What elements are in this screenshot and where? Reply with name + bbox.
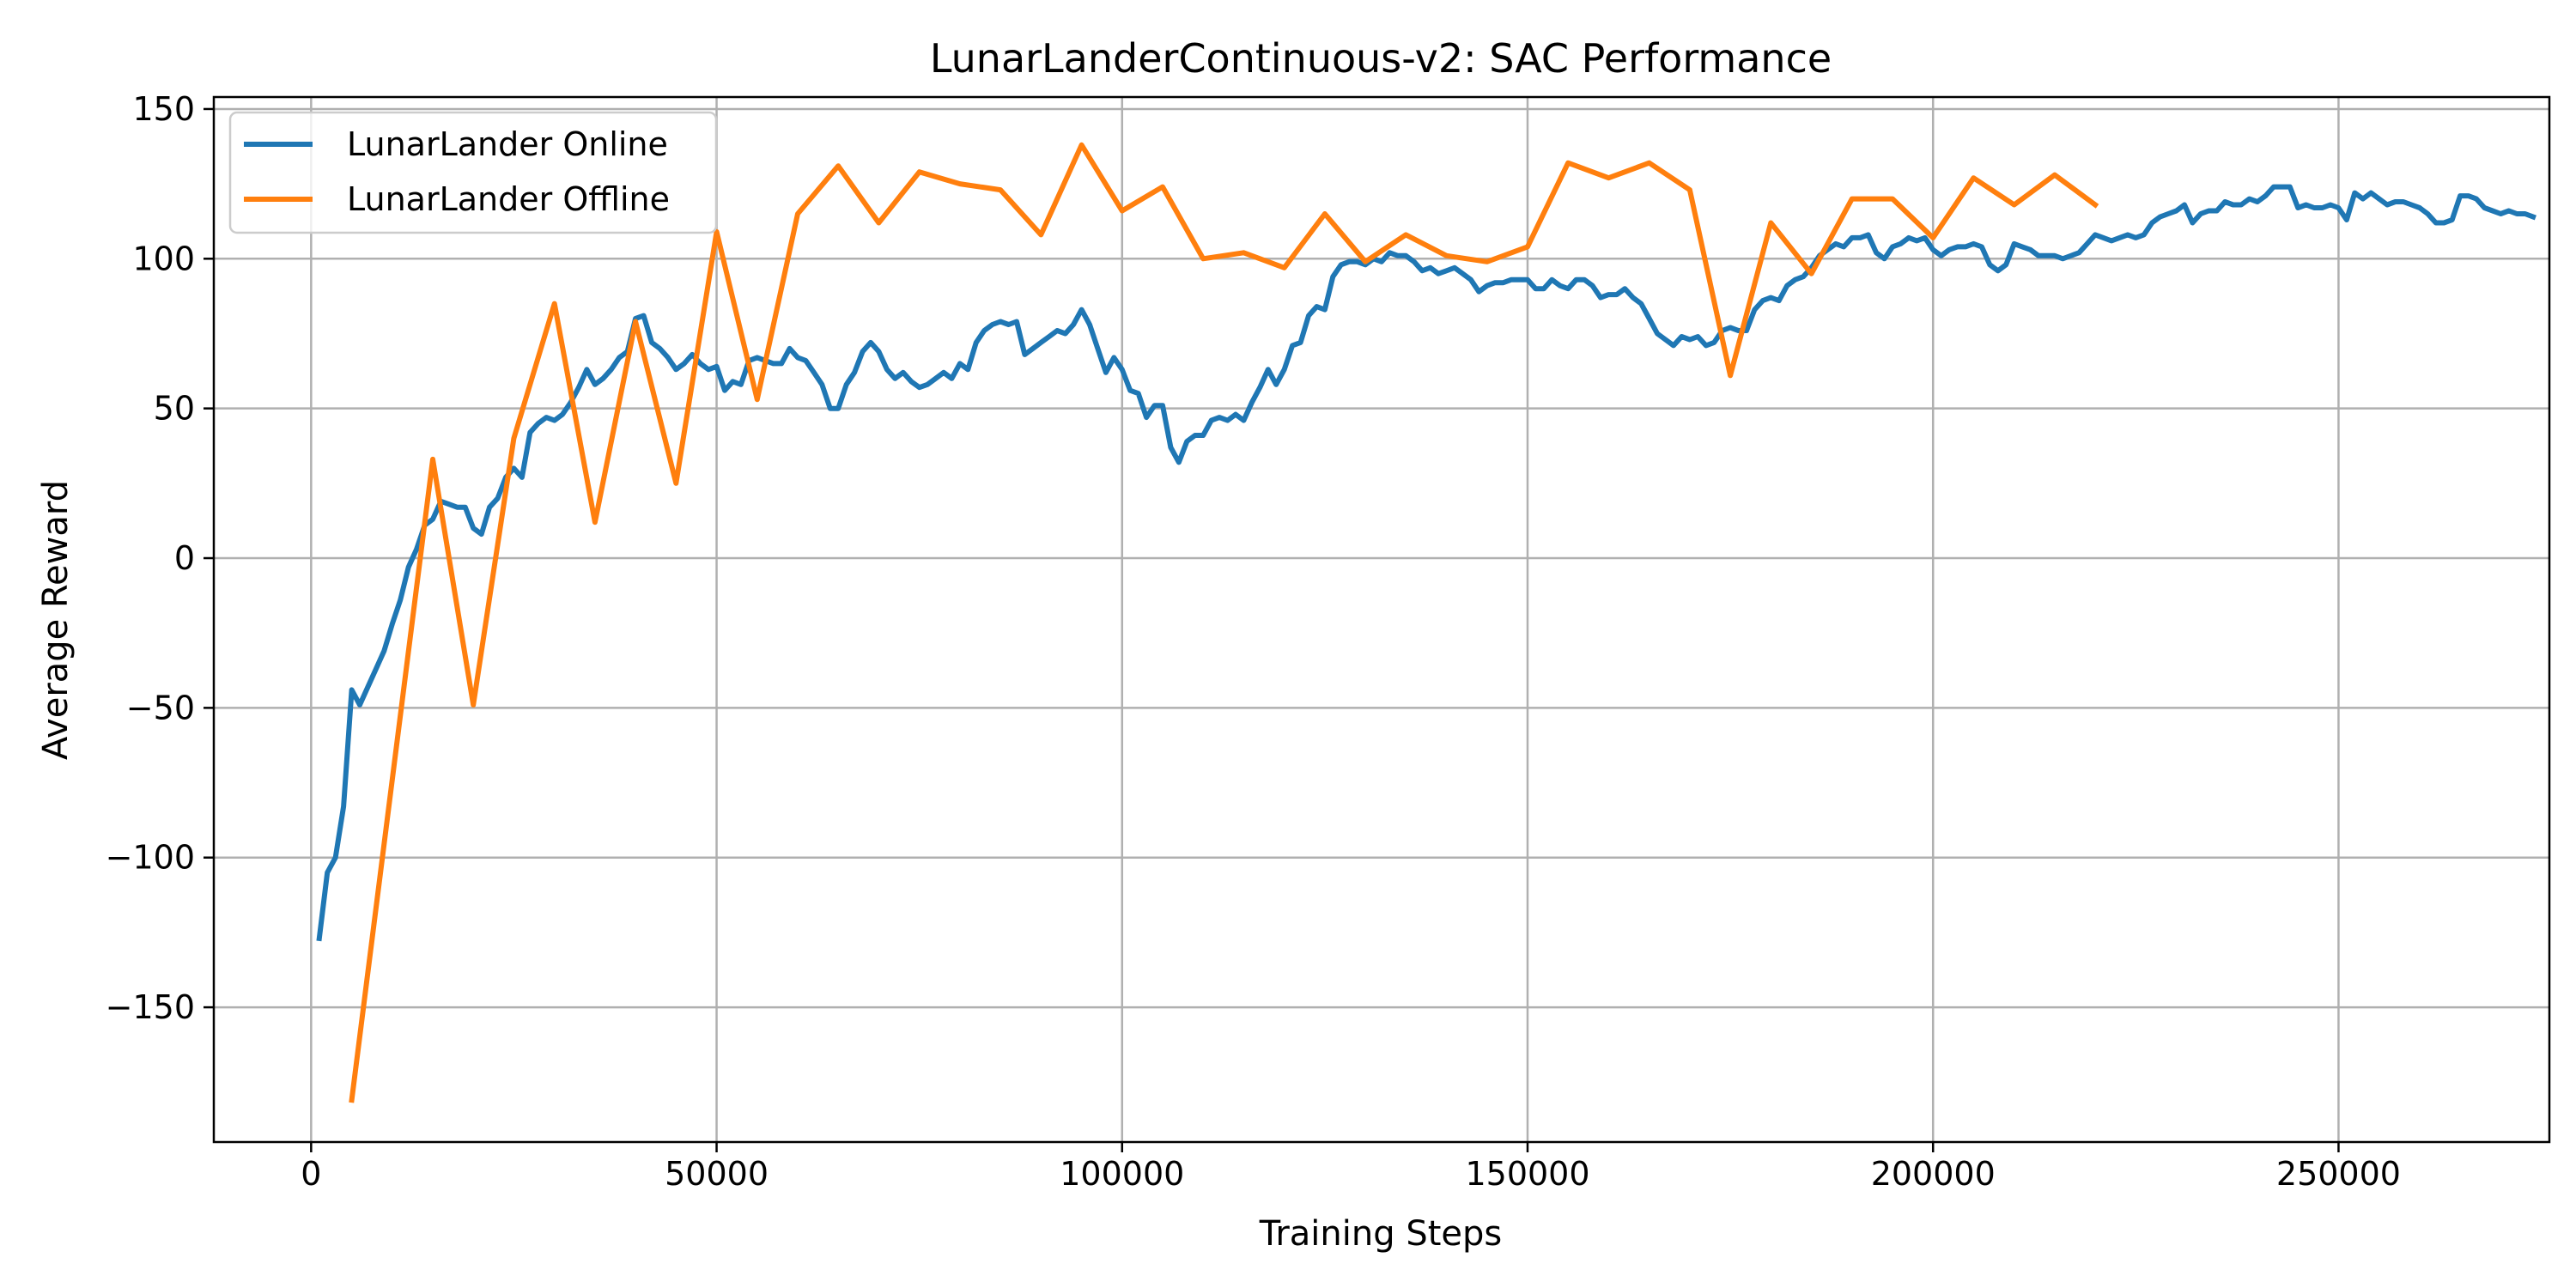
y-tick-label: 150 [132, 90, 195, 128]
x-tick-label: 200000 [1871, 1155, 1996, 1193]
y-axis-title: Average Reward [36, 480, 76, 760]
y-tick-label: −100 [106, 839, 195, 877]
y-tick-label: 100 [132, 240, 195, 277]
series-layer [316, 142, 2537, 1103]
plot-frame [212, 95, 2551, 1144]
y-tick-label: −50 [126, 689, 195, 726]
legend-box [228, 111, 718, 234]
y-tick-label: 0 [174, 539, 195, 577]
axis-ticks: 0 50000 100000 150000 200000 250000 150 100 50 0 −… [106, 90, 2401, 1193]
x-tick-label: 100000 [1060, 1155, 1184, 1193]
grid-lines [214, 97, 2549, 1142]
legend-label: LunarLander Offline [347, 180, 670, 218]
y-tick-label: −150 [106, 988, 195, 1026]
chart-title: LunarLanderContinuous-v2: SAC Performanc… [930, 35, 1832, 82]
x-axis-title: Training Steps [1259, 1214, 1502, 1254]
x-tick-label: 150000 [1465, 1155, 1589, 1193]
series-line-online [316, 184, 2537, 942]
legend: LunarLander Online LunarLander Offline [228, 111, 718, 234]
x-tick-label: 0 [301, 1155, 321, 1193]
x-tick-label: 50000 [665, 1155, 769, 1193]
y-tick-label: 50 [154, 390, 195, 428]
x-tick-label: 250000 [2276, 1155, 2401, 1193]
legend-label: LunarLander Online [347, 125, 668, 163]
series-line-offline [349, 142, 2099, 1103]
